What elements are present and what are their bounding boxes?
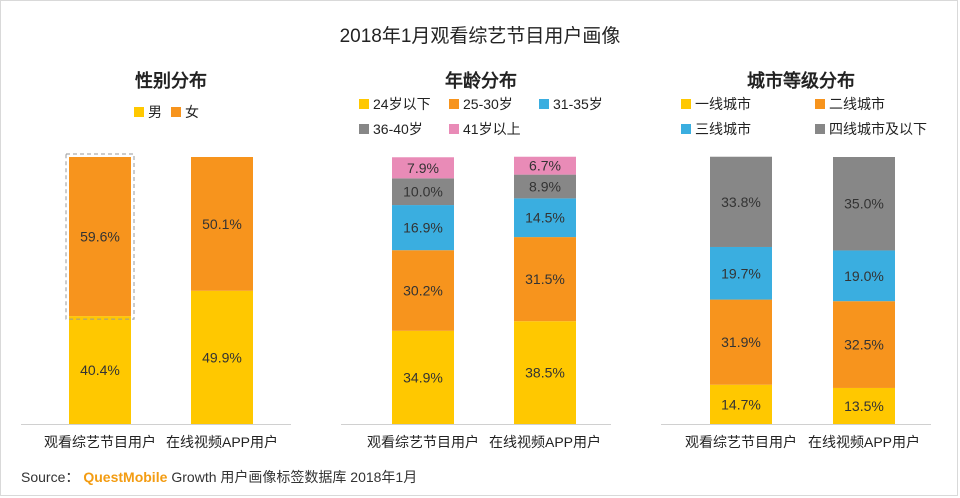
city-bar-segment (833, 301, 895, 388)
age-category-label: 在线视频APP用户 (489, 434, 601, 450)
age-data-label: 7.9% (407, 160, 439, 176)
city-data-label: 35.0% (844, 196, 884, 212)
city-bar-segment (833, 250, 895, 302)
gender-data-label: 59.6% (80, 229, 120, 245)
gender-chart: 男 女 40.4% 59.6% 观看综艺节目用户 49.9% 50.1% 在线视频APP用户 (21, 104, 291, 450)
age-data-label: 38.5% (525, 365, 565, 381)
gender-data-label: 50.1% (202, 216, 242, 232)
age-legend-swatch (539, 99, 549, 109)
age-legend-label: 31-35岁 (553, 96, 603, 112)
age-bar-segment (514, 198, 576, 238)
age-data-label: 8.9% (529, 179, 561, 195)
gender-data-label: 49.9% (202, 349, 242, 365)
city-bar-segment (833, 387, 895, 424)
city-data-label: 32.5% (844, 337, 884, 353)
gender-bar-segment (69, 316, 131, 424)
age-legend-swatch (359, 99, 369, 109)
age-legend-label: 36-40岁 (373, 121, 423, 137)
age-bar-segment (392, 250, 454, 331)
gender-legend-swatch (171, 107, 181, 117)
age-bar-segment (514, 321, 576, 424)
city-legend-swatch (681, 99, 691, 109)
city-data-label: 14.7% (721, 396, 761, 412)
gender-highlight-box (65, 153, 135, 320)
age-legend-label: 24岁以下 (373, 96, 431, 112)
age-chart: 24岁以下 25-30岁 31-35岁 36-40岁 41岁以上 34.9% 30.2% 16… (341, 96, 611, 450)
gender-category-label: 在线视频APP用户 (166, 434, 278, 450)
gender-category-label: 观看综艺节目用户 (44, 434, 156, 450)
age-data-label: 30.2% (403, 283, 443, 299)
main-title: 2018年1月观看综艺节目用户画像 (339, 26, 621, 47)
city-data-label: 19.0% (844, 268, 884, 284)
city-legend-label: 一线城市 (695, 96, 751, 112)
age-bar-segment (514, 237, 576, 322)
city-bar-segment (710, 299, 772, 385)
city-data-label: 13.5% (844, 398, 884, 414)
age-bar-segment (514, 174, 576, 199)
gender-data-label: 40.4% (80, 362, 120, 378)
age-data-label: 34.9% (403, 369, 443, 385)
age-data-label: 14.5% (525, 210, 565, 226)
city-data-label: 31.9% (721, 334, 761, 350)
age-legend-label: 25-30岁 (463, 96, 513, 112)
city-bar-segment (833, 157, 895, 251)
gender-legend-swatch (134, 107, 144, 117)
gender-chart-title: 性别分布 (135, 71, 207, 91)
age-data-label: 16.9% (403, 220, 443, 236)
age-bar-segment (392, 157, 454, 179)
age-bar-segment (392, 330, 454, 424)
city-legend-swatch (681, 124, 691, 134)
city-bar-segment (710, 384, 772, 424)
city-legend-label: 四线城市及以下 (829, 121, 927, 137)
age-bar-segment (514, 156, 576, 175)
age-legend-swatch (449, 124, 459, 134)
city-data-label: 33.8% (721, 194, 761, 210)
gender-bar-segment (191, 290, 253, 424)
city-category-label: 在线视频APP用户 (808, 434, 920, 450)
source-prefix: Source： (21, 469, 80, 485)
city-category-label: 观看综艺节目用户 (685, 434, 797, 450)
age-bar-segment (392, 178, 454, 206)
source-brand: QuestMobile (83, 469, 168, 485)
city-legend-label: 三线城市 (695, 121, 751, 137)
city-chart-title: 城市等级分布 (747, 71, 855, 91)
city-data-label: 19.7% (721, 265, 761, 281)
age-legend-swatch (359, 124, 369, 134)
gender-bar-segment (69, 157, 131, 317)
age-legend-swatch (449, 99, 459, 109)
source-note: Source： QuestMobile Growth 用户画像标签数据库 2018年… (21, 467, 417, 487)
city-bar-segment (710, 156, 772, 247)
age-legend-label: 41岁以上 (463, 121, 521, 137)
city-bar-segment (710, 246, 772, 300)
gender-legend-label: 男 (148, 104, 162, 120)
age-data-label: 31.5% (525, 271, 565, 287)
age-bar-segment (392, 205, 454, 251)
age-category-label: 观看综艺节目用户 (367, 434, 479, 450)
gender-legend-label: 女 (185, 104, 199, 120)
city-legend-swatch (815, 99, 825, 109)
source-suffix: Growth 用户画像标签数据库 2018年1月 (171, 469, 418, 485)
gender-bar-segment (191, 157, 253, 291)
age-data-label: 10.0% (403, 184, 443, 200)
age-data-label: 6.7% (529, 158, 561, 174)
age-chart-title: 年龄分布 (445, 71, 517, 91)
city-legend-swatch (815, 124, 825, 134)
city-legend-label: 二线城市 (829, 96, 885, 112)
